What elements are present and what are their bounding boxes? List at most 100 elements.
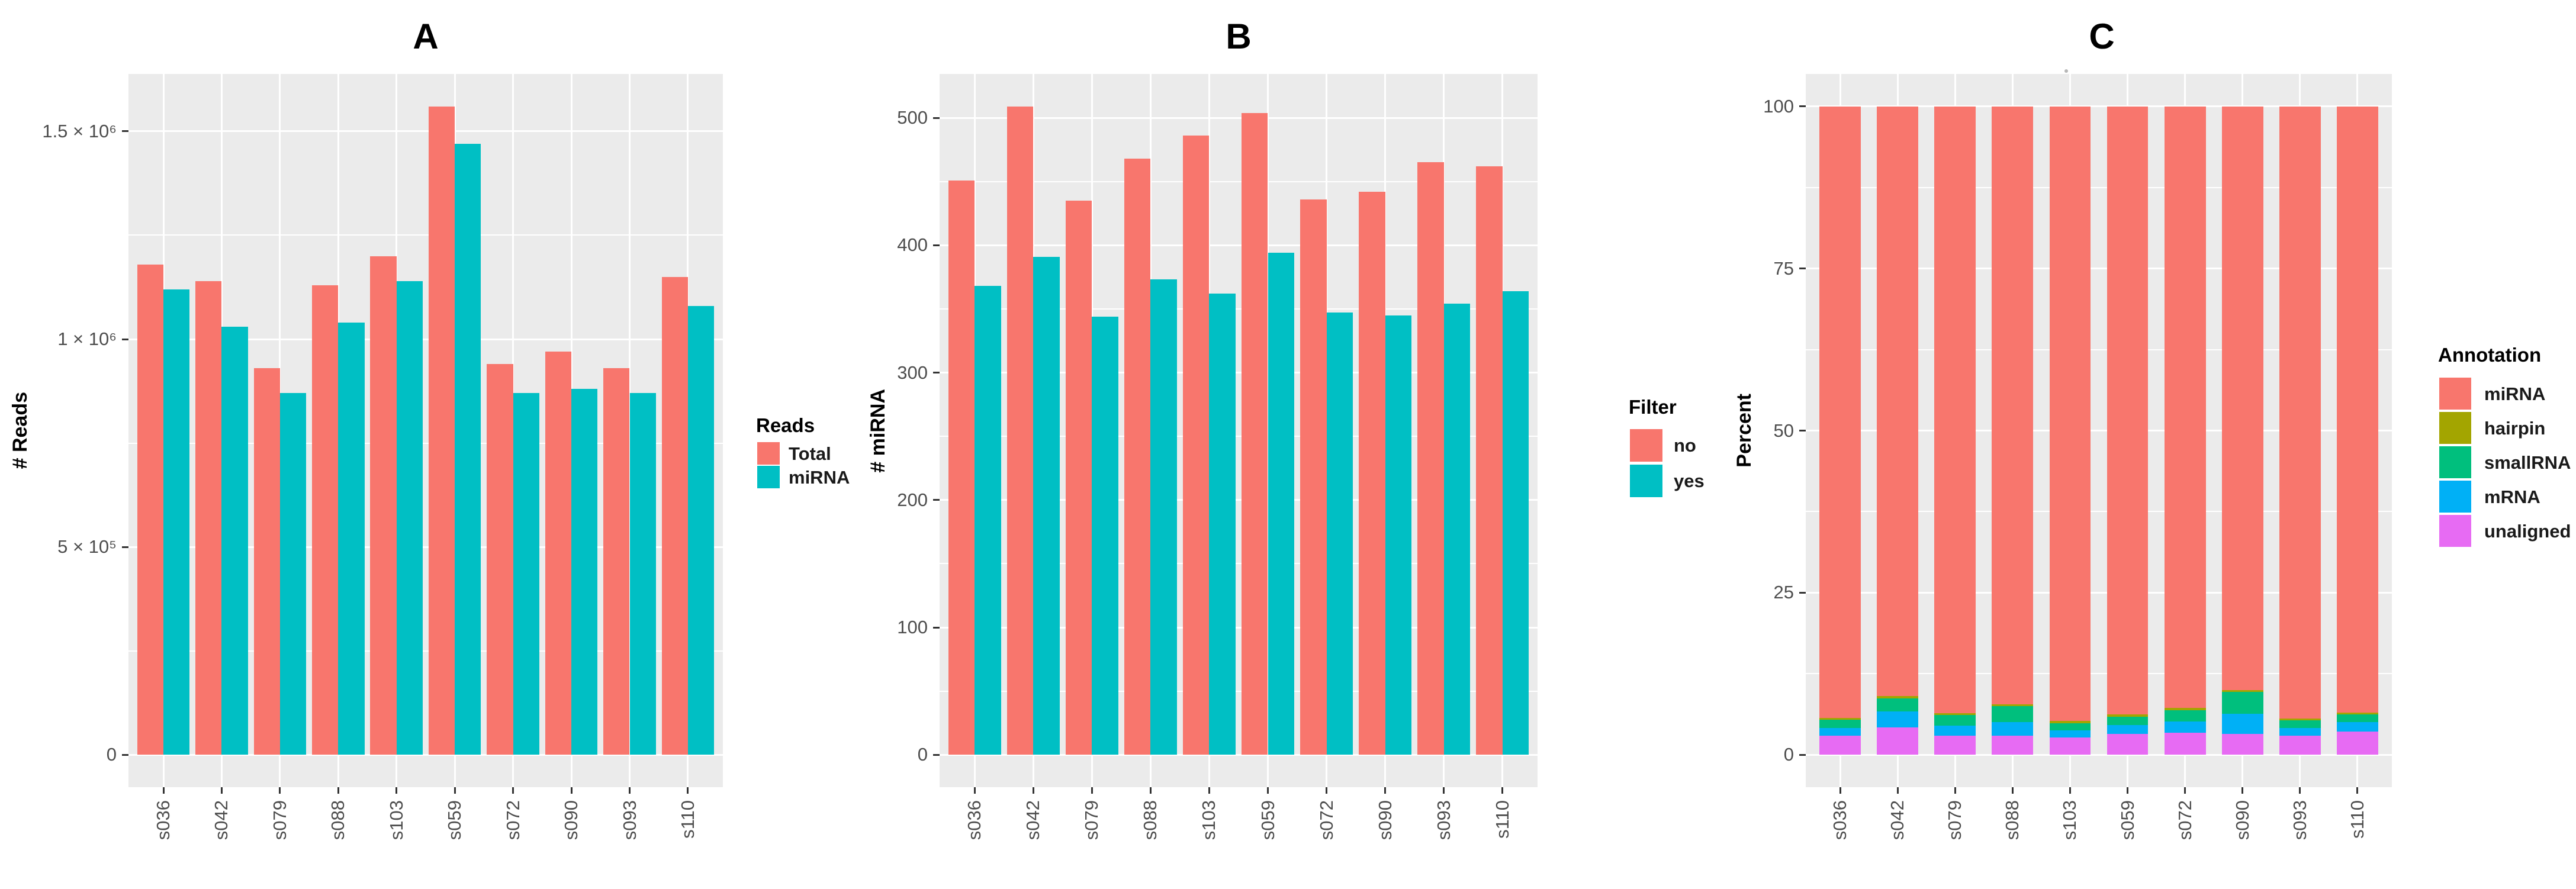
- y-axis-title-C: Percent: [1732, 74, 1756, 787]
- legend-title-C: Annotation: [2438, 344, 2542, 366]
- bar-A-s079-Total: [253, 368, 280, 755]
- x-tick-label: s103: [2059, 800, 2080, 840]
- y-tick: [1799, 268, 1806, 270]
- panel-title-B: B: [1226, 17, 1252, 56]
- y-tick: [122, 753, 128, 756]
- x-tick: [687, 787, 689, 794]
- y-tick: [122, 546, 128, 548]
- stray-dot: [2064, 69, 2068, 73]
- x-tick: [2069, 787, 2071, 794]
- x-tick: [1208, 787, 1210, 794]
- legend-label-smallRNA: smallRNA: [2484, 452, 2571, 473]
- bar-B-s059-no: [1241, 112, 1268, 755]
- bar-C-s059-hairpin: [2107, 714, 2149, 717]
- bar-C-s103-hairpin: [2049, 721, 2091, 723]
- bar-B-s079-yes: [1092, 316, 1118, 755]
- bar-C-s093-mRNA: [2279, 728, 2321, 736]
- y-tick: [1799, 591, 1806, 594]
- x-tick: [1267, 787, 1269, 794]
- gridline-minor: [128, 442, 723, 444]
- y-tick-label: 0: [917, 744, 928, 765]
- y-tick: [122, 338, 128, 340]
- bar-C-s088-mRNA: [1992, 722, 2034, 736]
- bar-A-s103-miRNA: [396, 281, 423, 755]
- bar-C-s036-hairpin: [1819, 717, 1861, 720]
- bar-C-s036-miRNA: [1819, 106, 1861, 718]
- legend-swatch-mRNA: [2439, 481, 2471, 513]
- y-tick: [933, 372, 940, 374]
- y-tick-label: 1 × 10⁶: [57, 328, 117, 349]
- bar-B-s103-yes: [1209, 294, 1236, 755]
- x-tick: [1032, 787, 1034, 794]
- x-tick-label: s110: [2346, 800, 2368, 839]
- bar-C-s093-unaligned: [2279, 736, 2321, 755]
- bar-C-s072-mRNA: [2164, 721, 2206, 733]
- y-axis-title-text: # miRNA: [866, 388, 889, 473]
- gridline-minor: [128, 234, 723, 236]
- x-tick-label: s079: [1944, 800, 1966, 840]
- x-tick-label: s090: [561, 800, 582, 840]
- bar-C-s093-miRNA: [2279, 106, 2321, 719]
- x-tick-label: s088: [2002, 800, 2023, 840]
- bar-B-s088-yes: [1150, 279, 1178, 755]
- gridline-minor: [1806, 673, 2392, 675]
- bar-B-s088-no: [1124, 159, 1151, 755]
- y-tick-label: 25: [1773, 582, 1794, 603]
- bar-C-s079-unaligned: [1934, 736, 1976, 755]
- bar-B-s042-no: [1006, 106, 1034, 755]
- y-tick: [933, 117, 940, 119]
- bar-C-s110-hairpin: [2336, 713, 2378, 715]
- gridline-major: [1806, 268, 2392, 270]
- bar-C-s072-miRNA: [2164, 106, 2206, 708]
- bar-C-s042-smallRNA: [1877, 698, 1919, 711]
- bar-A-s059-miRNA: [455, 143, 481, 755]
- x-tick: [1954, 787, 1956, 794]
- x-tick: [1501, 787, 1504, 794]
- gridline-major: [128, 753, 723, 756]
- x-tick-label: s093: [619, 800, 640, 840]
- bar-C-s059-unaligned: [2107, 734, 2149, 755]
- bar-B-s110-no: [1476, 166, 1503, 755]
- gridline-major: [1806, 591, 2392, 594]
- legend-swatch-miRNA: [2439, 378, 2471, 410]
- legend-swatch-smallRNA: [2439, 446, 2471, 478]
- x-tick: [1839, 787, 1841, 794]
- panel-title-A: A: [413, 17, 439, 56]
- x-tick-label: s072: [1316, 800, 1337, 840]
- gridline-minor: [1806, 349, 2392, 350]
- x-tick: [1326, 787, 1328, 794]
- x-tick: [220, 787, 223, 794]
- gridline-major: [940, 499, 1538, 501]
- x-tick: [1896, 787, 1899, 794]
- x-tick: [279, 787, 281, 794]
- bar-A-s042-Total: [195, 281, 222, 755]
- bar-C-s110-smallRNA: [2336, 714, 2378, 723]
- bar-C-s036-unaligned: [1819, 736, 1861, 755]
- bar-C-s072-hairpin: [2164, 708, 2206, 710]
- x-tick-label: s036: [964, 800, 985, 840]
- bar-A-s110-Total: [661, 276, 688, 755]
- bar-C-s110-miRNA: [2336, 106, 2378, 713]
- x-tick: [2299, 787, 2301, 794]
- y-tick-label: 100: [897, 617, 928, 637]
- y-tick-label: 1.5 × 10⁶: [42, 120, 117, 141]
- bar-A-s090-Total: [545, 352, 572, 755]
- bar-C-s090-hairpin: [2221, 690, 2263, 692]
- x-tick-label: s079: [269, 800, 290, 840]
- x-tick: [2184, 787, 2186, 794]
- bar-C-s059-miRNA: [2107, 106, 2149, 715]
- x-tick-label: s103: [385, 800, 407, 840]
- gridline-major: [1806, 105, 2392, 108]
- bar-B-s072-yes: [1326, 313, 1353, 755]
- bar-B-s090-no: [1358, 191, 1385, 755]
- x-tick: [337, 787, 339, 794]
- y-tick: [1799, 105, 1806, 108]
- y-tick: [1799, 430, 1806, 431]
- bar-A-s079-miRNA: [279, 393, 307, 755]
- bar-C-s059-smallRNA: [2107, 716, 2149, 725]
- y-tick: [933, 244, 940, 246]
- panel-title-C: C: [2089, 17, 2115, 56]
- bar-C-s110-mRNA: [2336, 722, 2378, 732]
- x-tick-label: s110: [1491, 800, 1513, 839]
- x-tick: [1091, 787, 1093, 794]
